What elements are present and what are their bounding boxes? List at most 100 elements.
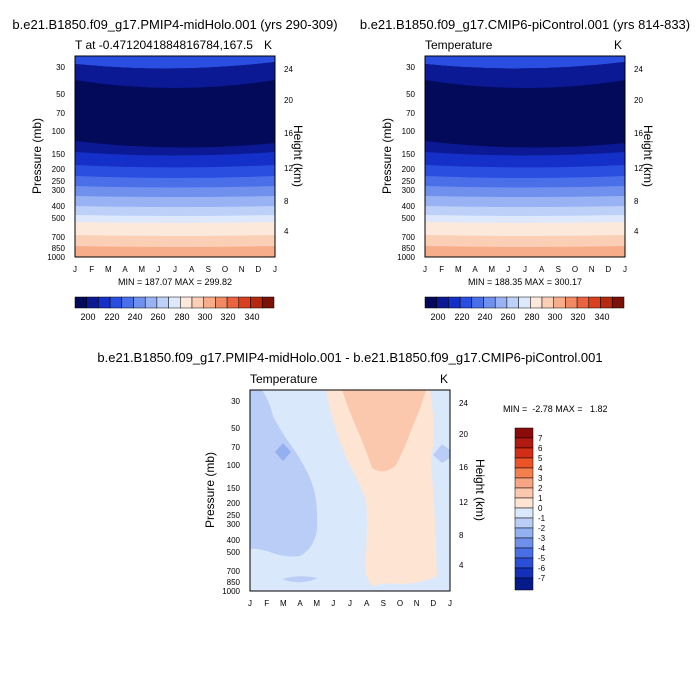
month-tick-label: F — [264, 599, 269, 608]
height-tick-label: 12 — [284, 164, 293, 173]
panel-subtitle-left: Temperature — [250, 372, 318, 386]
pressure-tick-label: 850 — [52, 244, 66, 253]
height-tick-label: 4 — [284, 227, 289, 236]
colorbar-label: -4 — [538, 544, 546, 553]
colorbar-label: 340 — [594, 312, 609, 322]
month-tick-label: J — [523, 265, 527, 274]
colorbar-swatch — [168, 296, 181, 309]
month-tick-label: A — [539, 265, 545, 274]
pressure-tick-label: 150 — [52, 150, 66, 159]
panel-title: b.e21.B1850.f09_g17.CMIP6-piControl.001 … — [360, 17, 690, 32]
pressure-tick-label: 30 — [406, 63, 415, 72]
panel-picontrol: b.e21.B1850.f09_g17.CMIP6-piControl.001 … — [360, 17, 690, 322]
colorbar-labels: 7 6 5 4 3 2 1 0 -1 -2 -3 -4 -5 -6 -7 — [538, 434, 546, 583]
height-tick-label: 12 — [459, 498, 468, 507]
month-tick-label: M — [313, 599, 320, 608]
colorbar-swatch — [514, 537, 534, 549]
colorbar-swatch — [74, 296, 87, 309]
month-tick-label: J — [173, 265, 177, 274]
field-contour — [342, 390, 426, 472]
colorbar-swatch — [565, 296, 578, 309]
colorbar-swatch — [541, 296, 554, 309]
month-tick-label: M — [455, 265, 462, 274]
pressure-tick-label: 250 — [402, 177, 416, 186]
colorbar-swatch — [424, 296, 437, 309]
colorbar-label: 7 — [538, 434, 543, 443]
panel-units: K — [440, 372, 448, 386]
field-band — [425, 246, 625, 257]
month-tick-label: J — [623, 265, 627, 274]
month-tick-label: J — [273, 265, 277, 274]
pressure-tick-label: 1000 — [222, 587, 240, 596]
pressure-tick-label: 50 — [231, 424, 240, 433]
pressure-tick-label: 1000 — [47, 253, 65, 262]
month-tick-label: N — [414, 599, 420, 608]
panel-subtitle-left: T at -0.4712041884816784,167.5 — [75, 38, 253, 52]
month-tick-label: M — [488, 265, 495, 274]
panel-midholo: b.e21.B1850.f09_g17.PMIP4-midHolo.001 (y… — [12, 17, 337, 322]
y-axis-right-label: Height (km) — [473, 459, 487, 521]
colorbar-swatch — [156, 296, 169, 309]
height-tick-label: 8 — [634, 197, 639, 206]
colorbar-swatch — [109, 296, 123, 309]
colorbar-label: 200 — [430, 312, 445, 322]
month-tick-label: F — [439, 265, 444, 274]
colorbar-label: -1 — [538, 514, 546, 523]
field-contour — [250, 390, 318, 557]
pressure-tick-label: 200 — [52, 165, 66, 174]
colorbar-swatch — [514, 497, 534, 509]
month-tick-label: D — [255, 265, 261, 274]
field-contour — [282, 576, 318, 583]
month-tick-label: J — [506, 265, 510, 274]
pressure-tick-label: 400 — [52, 202, 66, 211]
colorbar-swatch — [471, 296, 484, 309]
colorbar-label: 300 — [547, 312, 562, 322]
colorbar-swatch — [215, 296, 228, 309]
colorbar-swatch — [261, 296, 275, 309]
month-tick-label: S — [206, 265, 211, 274]
height-tick-label: 24 — [634, 65, 643, 74]
pressure-tick-label: 150 — [402, 150, 416, 159]
colorbar-swatch — [483, 296, 496, 309]
month-tick-label: S — [556, 265, 561, 274]
colorbar-swatch — [514, 577, 534, 591]
height-tick-label: 16 — [284, 129, 293, 138]
colorbar-swatch — [588, 296, 601, 309]
height-tick-label: 20 — [634, 96, 643, 105]
colorbar-label: 320 — [570, 312, 585, 322]
height-tick-label: 24 — [284, 65, 293, 74]
colorbar-label: -5 — [538, 554, 546, 563]
y-axis-label: Pressure (mb) — [30, 118, 44, 194]
heatmap-field — [425, 56, 625, 257]
colorbar-label: 240 — [127, 312, 142, 322]
pressure-tick-label: 70 — [231, 443, 240, 452]
height-tick-label: 4 — [459, 561, 464, 570]
colorbar-label: 1 — [538, 494, 543, 503]
colorbar-label: 220 — [104, 312, 119, 322]
pressure-tick-label: 50 — [56, 90, 65, 99]
colorbar-label: 300 — [197, 312, 212, 322]
panel-subtitle-left: Temperature — [425, 38, 493, 52]
field-contour — [250, 436, 270, 452]
month-tick-label: A — [364, 599, 370, 608]
colorbar-swatch — [448, 296, 461, 309]
height-tick-label: 20 — [459, 430, 468, 439]
colorbar-swatch — [514, 567, 534, 579]
colorbar-label: 6 — [538, 444, 543, 453]
colorbar-label: 200 — [80, 312, 95, 322]
field-contour — [326, 390, 437, 586]
pressure-tick-label: 100 — [227, 461, 241, 470]
height-tick-label: 8 — [284, 197, 289, 206]
pressure-tick-label: 200 — [402, 165, 416, 174]
colorbar-label: 320 — [220, 312, 235, 322]
pressure-tick-label: 850 — [402, 244, 416, 253]
colorbar-swatch — [576, 296, 590, 309]
colorbar-labels: 200 220 240 260 280 300 320 340 — [430, 312, 609, 322]
colorbar-swatch — [191, 296, 204, 309]
pressure-tick-label: 700 — [52, 233, 66, 242]
colorbar — [424, 296, 625, 309]
colorbar-label: 260 — [150, 312, 165, 322]
plot-frame — [424, 55, 626, 258]
month-tick-label: A — [297, 599, 303, 608]
height-tick-labels: 24 20 16 12 8 4 — [284, 65, 293, 236]
